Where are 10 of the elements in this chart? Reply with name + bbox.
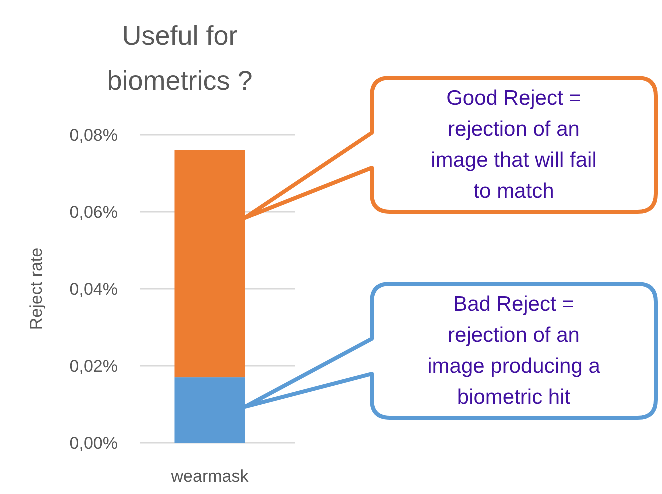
chart-title: Useful for biometrics ? [107,21,253,96]
x-tick-label: wearmask [170,467,250,486]
y-tick-label: 0,02% [70,356,118,376]
text: Bad Reject = rejection of an image producing a biometric hit [428,293,601,409]
y-tick-label: 0,00% [70,434,118,453]
text: Good Reject = rejection of an image that will fail to match [431,87,597,203]
y-axis-title: Reject rate [27,248,46,330]
y-tick-label: 0,08% [70,126,118,145]
y-tick-label: 0,06% [70,202,118,222]
y-tick-label: 0,04% [70,280,118,299]
